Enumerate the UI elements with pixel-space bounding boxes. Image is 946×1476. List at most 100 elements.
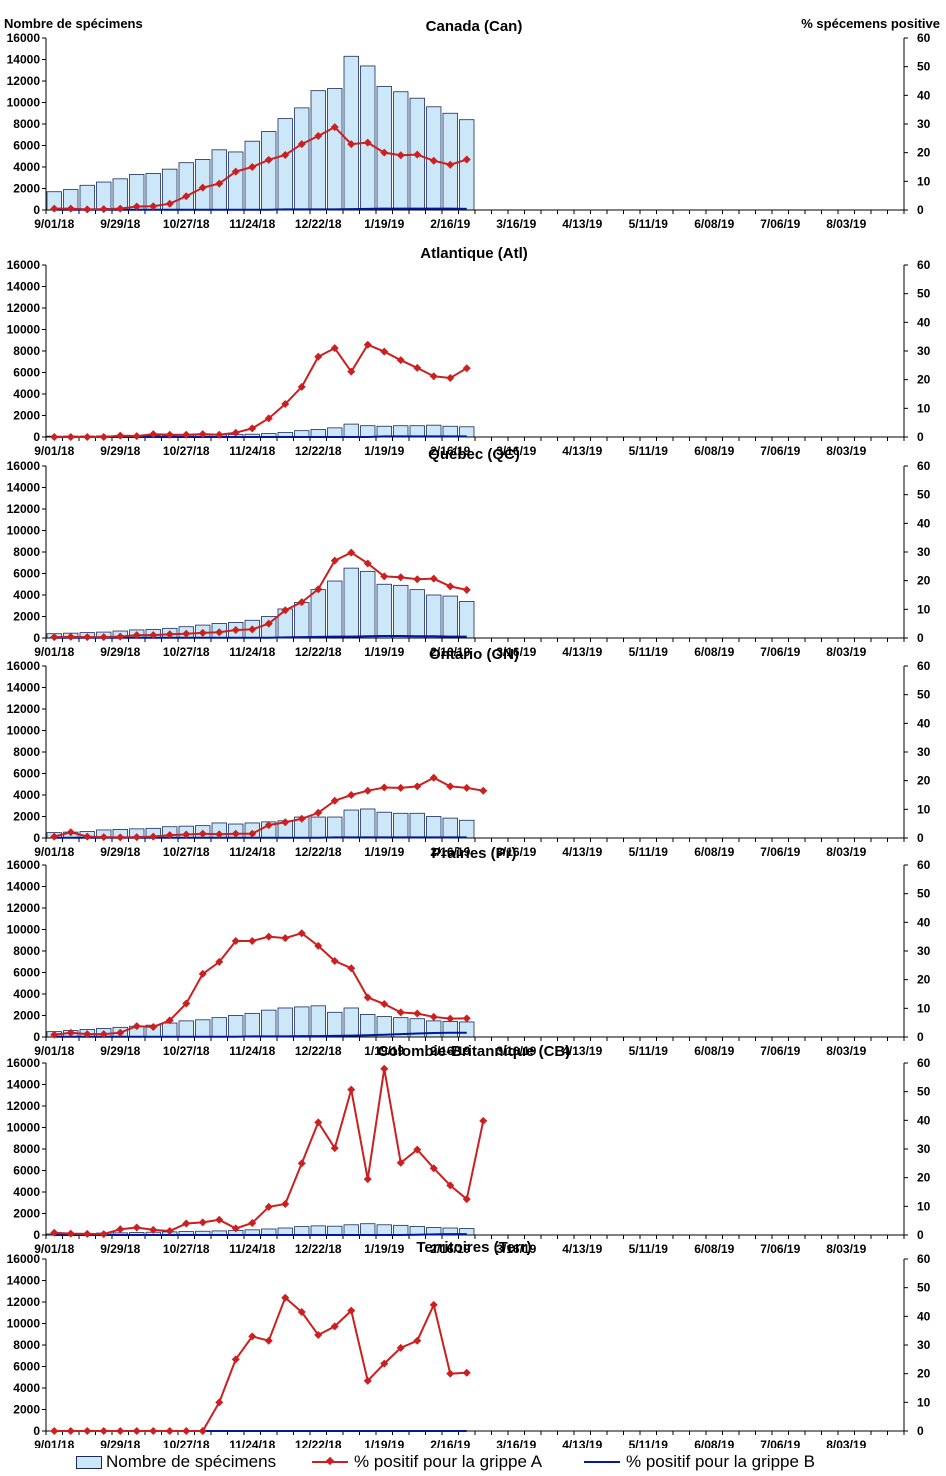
x-tick-label: 6/08/19 [694, 444, 734, 458]
x-tick-label: 9/29/18 [100, 1438, 140, 1448]
flu-a-point [83, 832, 92, 841]
flu-a-point [264, 1336, 273, 1345]
specimen-bar [376, 85, 392, 211]
flu-a-point [413, 150, 422, 159]
x-tick-label: 1/19/19 [364, 1438, 404, 1448]
flu-a-point [281, 606, 290, 615]
y-left-tick-label: 4000 [13, 387, 40, 401]
y-left-tick-label: 12000 [7, 702, 41, 716]
flu-a-point [83, 1030, 92, 1039]
flu-a-point [429, 574, 438, 583]
y-left-tick-label: 10000 [7, 923, 41, 937]
flu-a-point [363, 559, 372, 568]
y-right-tick-label: 20 [917, 574, 931, 588]
specimen-bar [459, 601, 475, 639]
specimen-bar [360, 65, 376, 211]
y-left-tick-label: 4000 [13, 788, 40, 802]
y-left-tick-label: 16000 [7, 459, 41, 473]
specimen-bar [327, 427, 343, 438]
panel-5: Prairies (Pr) 0 2000 4000 6000 8000 10000 12000… [7, 845, 931, 1058]
specimen-bar [228, 151, 244, 211]
specimen-bar [459, 819, 475, 839]
x-tick-label: 8/03/19 [826, 1438, 866, 1448]
legend: Nombre de spécimens % positif pour la gr… [0, 1450, 946, 1474]
y-left-tick-label: 14000 [7, 53, 41, 67]
y-left-tick-label: 0 [33, 631, 40, 645]
specimen-bar [426, 1020, 442, 1038]
y-left-tick-label: 2000 [13, 1009, 40, 1023]
y-left-tick-label: 8000 [13, 117, 40, 131]
flu-a-point [182, 830, 191, 839]
flu-a-point [182, 1219, 191, 1228]
y-left-tick-label: 0 [33, 831, 40, 845]
x-tick-label: 7/06/19 [760, 217, 800, 231]
panel-title: Colombie-Britannique (CB) [378, 1043, 571, 1060]
y-left-tick-label: 6000 [13, 366, 40, 380]
y-right-tick-label: 60 [917, 659, 931, 673]
y-left-tick-label: 6000 [13, 966, 40, 980]
specimen-bar [393, 812, 409, 839]
specimen-bar [310, 90, 326, 211]
y-left-tick-label: 10000 [7, 1317, 41, 1331]
flu-a-point [297, 1308, 306, 1317]
flu-a-point [182, 1427, 191, 1435]
x-tick-label: 7/06/19 [760, 845, 800, 859]
specimen-bar [277, 118, 293, 211]
flu-a-point [363, 340, 372, 349]
y-left-tick-label: 6000 [13, 767, 40, 781]
flu-a-point [281, 150, 290, 159]
specimen-bar [343, 567, 359, 639]
y-left-tick-label: 14000 [7, 681, 41, 695]
x-tick-label: 9/01/18 [34, 845, 74, 859]
legend-label-flu-b: % positif pour la grippe B [626, 1452, 815, 1471]
y-left-tick-label: 2000 [13, 409, 40, 423]
flu-a-point [347, 548, 356, 557]
x-tick-label: 12/22/18 [295, 1044, 342, 1058]
x-tick-label: 8/03/19 [826, 217, 866, 231]
specimen-bar [178, 1020, 194, 1038]
flu-a-point [165, 430, 174, 439]
y-right-tick-label: 40 [917, 1113, 931, 1127]
flu-a-point [165, 831, 174, 840]
flu-a-point [132, 631, 141, 640]
legend-label-bars: Nombre de spécimens [106, 1452, 277, 1471]
flu-a-point [446, 782, 455, 791]
flu-a-point [347, 367, 356, 376]
flu-a-point [116, 1225, 125, 1234]
flu-a-point [83, 1427, 92, 1435]
flu-a-point [99, 1427, 108, 1435]
flu-a-point [297, 140, 306, 149]
y-left-tick-label: 8000 [13, 1142, 40, 1156]
flu-a-point [182, 999, 191, 1008]
x-tick-label: 3/16/19 [496, 645, 536, 659]
x-tick-label: 2/16/19 [430, 217, 470, 231]
flu-a-point [297, 382, 306, 391]
x-tick-label: 9/29/18 [100, 217, 140, 231]
flu-a-point [413, 363, 422, 372]
flu-a-point [380, 1000, 389, 1009]
y-right-tick-label: 50 [917, 488, 931, 502]
flu-a-point [198, 430, 207, 439]
x-tick-label: 5/11/19 [629, 1044, 669, 1058]
specimen-bar [327, 1225, 343, 1236]
specimen-bar [343, 809, 359, 839]
flu-a-point [396, 1008, 405, 1017]
y-right-tick-label: 40 [917, 915, 931, 929]
flu-a-point [380, 1064, 389, 1073]
y-right-tick-label: 20 [917, 146, 931, 160]
flu-a-point [83, 433, 92, 441]
flu-a-point [314, 352, 323, 361]
x-tick-label: 8/03/19 [826, 845, 866, 859]
y-left-tick-label: 14000 [7, 1078, 41, 1092]
x-tick-label: 10/27/18 [163, 1044, 210, 1058]
y-right-tick-label: 60 [917, 1252, 931, 1266]
flu-a-point [99, 833, 108, 842]
specimen-bar [343, 55, 359, 211]
flu-a-point [264, 821, 273, 830]
specimen-bar [277, 1227, 293, 1236]
flu-a-point [281, 1200, 290, 1209]
flu-a-point [215, 628, 224, 637]
flu-a-line [54, 343, 468, 438]
flu-a-point [297, 1159, 306, 1168]
x-tick-label: 7/06/19 [760, 1242, 800, 1256]
